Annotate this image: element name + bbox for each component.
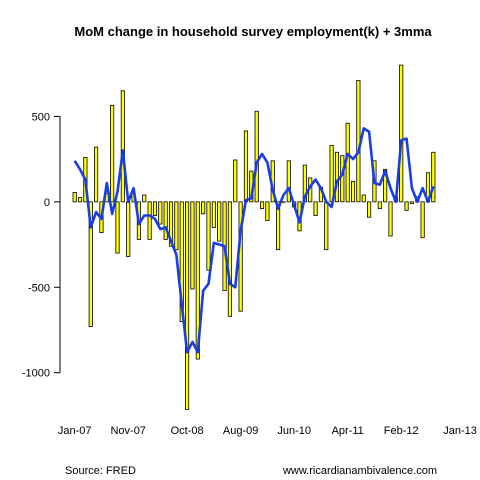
bar (206, 201, 211, 271)
bar (174, 201, 179, 251)
bar (163, 201, 168, 240)
y-tick-label: 500 (32, 111, 50, 123)
bar (409, 201, 414, 204)
bar (367, 201, 372, 218)
bar (276, 201, 281, 251)
bar (340, 155, 345, 203)
bar (152, 201, 158, 216)
bar (201, 201, 206, 215)
bar (243, 130, 249, 203)
y-tick-label: -500 (28, 282, 50, 294)
bar (142, 194, 147, 203)
line-3mma (73, 127, 435, 354)
bar (361, 194, 366, 203)
bar (147, 201, 152, 240)
site-caption: www.ricardianambivalence.com (282, 465, 437, 477)
bar (420, 201, 425, 239)
bar (115, 201, 120, 254)
bar (126, 201, 131, 257)
bar (120, 90, 125, 203)
bar (94, 146, 99, 203)
bar (217, 201, 222, 242)
bar (110, 104, 115, 203)
bar (195, 201, 200, 360)
bar (313, 201, 318, 216)
bar (254, 110, 259, 203)
x-tick-label: Aug-09 (223, 425, 258, 437)
bar (324, 201, 329, 251)
bar (388, 201, 393, 237)
x-tick-label: Feb-12 (384, 425, 419, 437)
bar (404, 201, 409, 211)
bar (211, 201, 216, 228)
bar (350, 180, 356, 203)
bar (168, 201, 174, 247)
y-axis: 500 0 -500 -1000 (22, 111, 61, 380)
x-tick-label: Jun-10 (277, 425, 311, 437)
x-tick-label: Jan-13 (443, 425, 477, 437)
x-tick-label: Apr-11 (332, 425, 364, 437)
bar (158, 201, 163, 225)
bar (377, 201, 382, 210)
x-tick-label: Nov-07 (110, 425, 145, 437)
bar (431, 151, 436, 203)
source-caption: Source: FRED (65, 465, 136, 477)
bar (399, 64, 404, 203)
x-axis: Jan-07 Nov-07 Oct-08 Aug-09 Jun-10 Apr-11 Feb-… (58, 425, 477, 437)
bar (185, 201, 190, 410)
bar (88, 201, 93, 327)
bar (286, 160, 291, 203)
bar (281, 201, 286, 203)
chart-title: MoM change in household survey employmen… (74, 24, 432, 39)
bar (233, 159, 238, 203)
y-tick-label: 0 (44, 197, 50, 209)
y-tick-label: -1000 (22, 368, 50, 380)
bar (383, 168, 388, 203)
bar (77, 197, 83, 203)
x-tick-label: Jan-07 (58, 425, 92, 437)
bar (190, 201, 195, 290)
bar (329, 145, 334, 203)
line-series (73, 127, 435, 354)
bar (265, 201, 270, 222)
bar (334, 151, 340, 203)
bar (227, 201, 232, 317)
bar (259, 201, 265, 210)
bar (72, 192, 77, 203)
x-tick-label: Oct-08 (171, 425, 204, 437)
bar (179, 201, 184, 322)
